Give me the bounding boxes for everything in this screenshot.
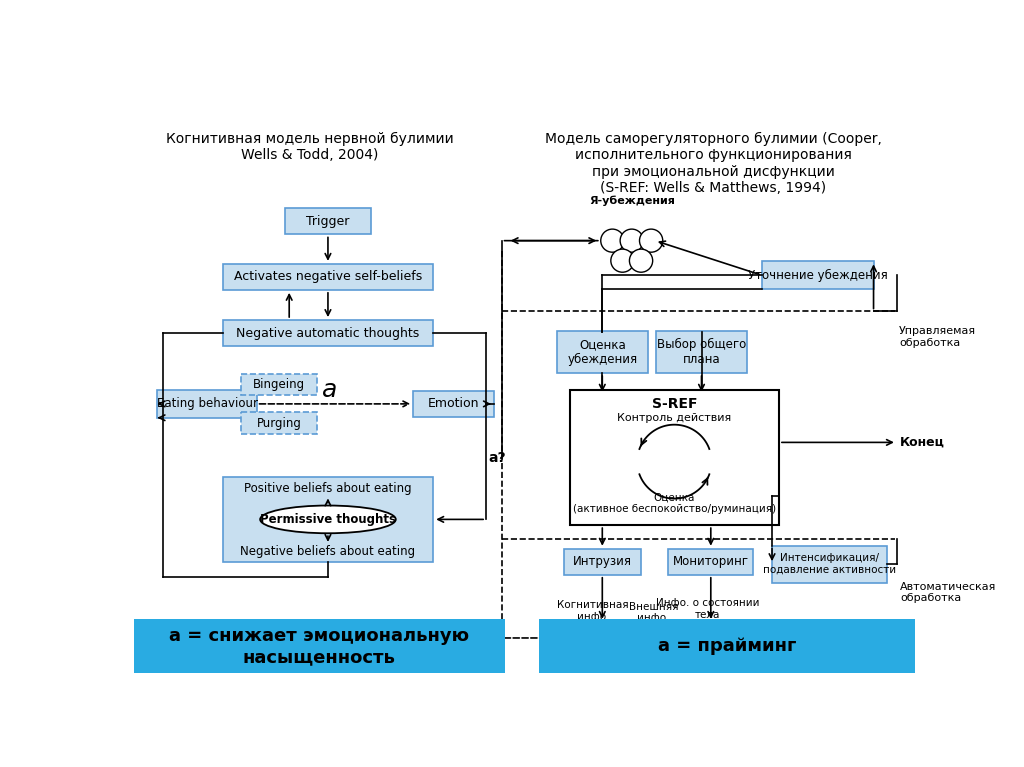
FancyBboxPatch shape bbox=[222, 477, 433, 561]
Text: Уточнение убеждения: Уточнение убеждения bbox=[748, 268, 888, 281]
Circle shape bbox=[632, 622, 650, 640]
Text: Интенсификация/
подавление активности: Интенсификация/ подавление активности bbox=[763, 553, 896, 574]
Circle shape bbox=[621, 229, 643, 252]
Circle shape bbox=[601, 229, 624, 252]
Circle shape bbox=[678, 636, 697, 654]
FancyBboxPatch shape bbox=[223, 320, 432, 346]
Text: Внешняя
инфо.: Внешняя инфо. bbox=[629, 602, 678, 624]
Text: Eating behaviour: Eating behaviour bbox=[157, 397, 258, 410]
FancyBboxPatch shape bbox=[762, 262, 873, 289]
Text: Positive beliefs about eating: Positive beliefs about eating bbox=[244, 482, 412, 495]
Text: Инфо. о состоянии
тела: Инфо. о состоянии тела bbox=[656, 598, 760, 620]
Circle shape bbox=[687, 622, 707, 640]
Text: Permissive thoughts: Permissive thoughts bbox=[260, 513, 396, 526]
Circle shape bbox=[575, 622, 595, 640]
FancyBboxPatch shape bbox=[286, 209, 371, 235]
Circle shape bbox=[640, 229, 663, 252]
Text: Emotion: Emotion bbox=[428, 397, 479, 410]
Text: Элементы низкоуровневой обработки: Элементы низкоуровневой обработки bbox=[540, 660, 770, 671]
FancyBboxPatch shape bbox=[413, 391, 495, 417]
Text: Автоматическая
обработка: Автоматическая обработка bbox=[900, 581, 996, 604]
Circle shape bbox=[650, 622, 669, 640]
Text: Контроль действия: Контроль действия bbox=[617, 413, 731, 423]
Circle shape bbox=[669, 622, 687, 640]
Circle shape bbox=[586, 636, 604, 654]
Text: а = прайминг: а = прайминг bbox=[657, 637, 797, 656]
Text: Оценка
(активное беспокойство/руминация): Оценка (активное беспокойство/руминация) bbox=[572, 493, 776, 515]
FancyBboxPatch shape bbox=[669, 548, 754, 574]
Circle shape bbox=[707, 622, 725, 640]
Text: Я-убеждения: Я-убеждения bbox=[589, 196, 675, 206]
Circle shape bbox=[604, 636, 623, 654]
FancyBboxPatch shape bbox=[563, 548, 641, 574]
Text: Оценка
убеждения: Оценка убеждения bbox=[567, 338, 637, 367]
Circle shape bbox=[659, 636, 678, 654]
FancyBboxPatch shape bbox=[134, 620, 505, 673]
Text: Bingeing: Bingeing bbox=[253, 378, 305, 391]
Text: Negative beliefs about eating: Negative beliefs about eating bbox=[241, 545, 416, 558]
Ellipse shape bbox=[260, 505, 395, 533]
FancyBboxPatch shape bbox=[655, 331, 748, 374]
FancyBboxPatch shape bbox=[158, 390, 257, 418]
FancyBboxPatch shape bbox=[241, 413, 317, 434]
FancyBboxPatch shape bbox=[223, 264, 432, 290]
Text: S-REF: S-REF bbox=[651, 397, 697, 411]
FancyBboxPatch shape bbox=[539, 620, 915, 673]
Circle shape bbox=[623, 636, 641, 654]
Text: Когнитивная
инфо.: Когнитивная инфо. bbox=[557, 601, 629, 622]
Text: Выбор общего
плана: Выбор общего плана bbox=[656, 338, 746, 367]
Text: Мониторинг: Мониторинг bbox=[673, 555, 749, 568]
Text: Модель саморегуляторного булимии (Cooper,
исполнительного функционирования
при э: Модель саморегуляторного булимии (Cooper… bbox=[545, 132, 882, 195]
Circle shape bbox=[630, 249, 652, 272]
Circle shape bbox=[641, 636, 659, 654]
Circle shape bbox=[611, 249, 634, 272]
Circle shape bbox=[697, 636, 716, 654]
FancyBboxPatch shape bbox=[557, 331, 648, 374]
Text: Purging: Purging bbox=[257, 416, 301, 430]
FancyBboxPatch shape bbox=[569, 390, 779, 525]
Text: Activates negative self-beliefs: Activates negative self-beliefs bbox=[233, 270, 422, 283]
Text: Конец: Конец bbox=[900, 436, 945, 449]
Text: а: а bbox=[322, 378, 337, 402]
Circle shape bbox=[613, 622, 632, 640]
Text: а?: а? bbox=[488, 451, 506, 465]
FancyBboxPatch shape bbox=[241, 374, 317, 396]
Text: а = снижает эмоциональную
насыщенность: а = снижает эмоциональную насыщенность bbox=[169, 627, 469, 666]
FancyBboxPatch shape bbox=[772, 545, 887, 582]
Text: Когнитивная модель нервной булимии
Wells & Todd, 2004): Когнитивная модель нервной булимии Wells… bbox=[166, 132, 454, 163]
Text: Trigger: Trigger bbox=[306, 215, 349, 228]
Circle shape bbox=[595, 622, 613, 640]
Text: Управляемая
обработка: Управляемая обработка bbox=[899, 326, 976, 347]
Text: Интрузия: Интрузия bbox=[572, 555, 632, 568]
Text: Negative automatic thoughts: Negative automatic thoughts bbox=[237, 327, 420, 340]
